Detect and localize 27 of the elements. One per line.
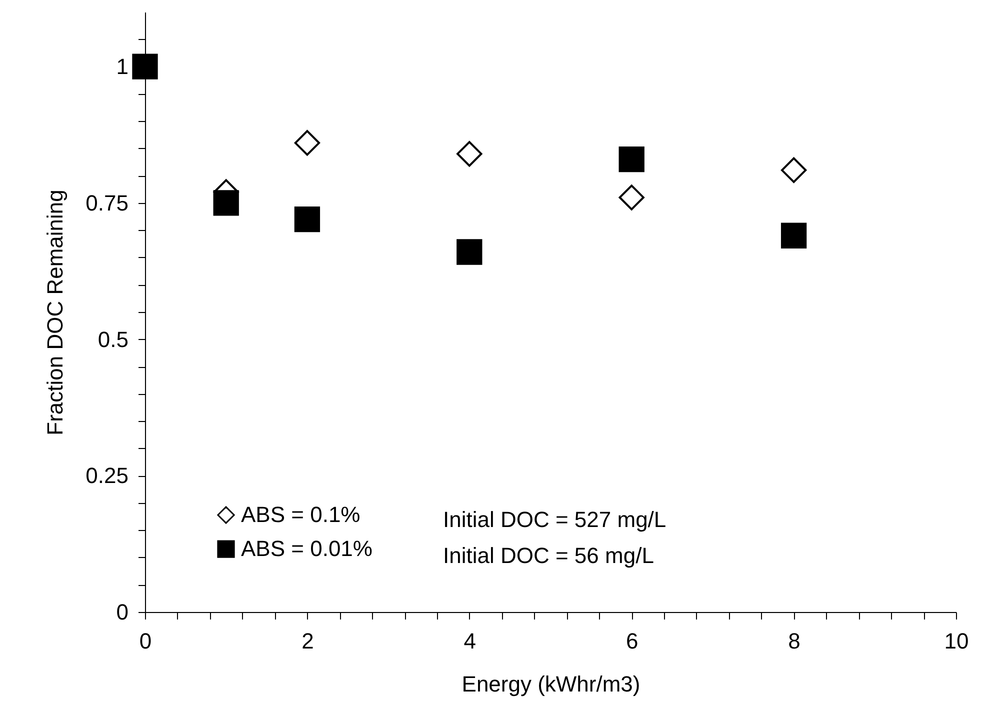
x-tick-label: 6 — [626, 628, 638, 654]
point — [213, 190, 239, 216]
annotation: Initial DOC = 56 mg/L — [443, 543, 654, 568]
y-tick-label: 1 — [116, 54, 128, 80]
x-tick-label: 10 — [944, 628, 969, 654]
annotation: Initial DOC = 527 mg/L — [443, 507, 666, 532]
point — [780, 157, 807, 184]
legend-label: ABS = 0.1% — [241, 502, 360, 527]
y-tick-label: 0.75 — [86, 190, 128, 216]
y-tick-label: 0 — [116, 600, 128, 624]
point — [618, 146, 644, 172]
x-tick-label: 4 — [464, 628, 476, 654]
point — [618, 184, 644, 210]
legend-label: ABS = 0.01% — [241, 536, 372, 561]
x-tick-label: 2 — [302, 628, 314, 654]
y-tick-label: 0.25 — [86, 463, 128, 488]
point — [780, 222, 807, 248]
point — [456, 140, 482, 167]
x-tick-label: 0 — [139, 628, 152, 654]
point — [294, 206, 320, 232]
point — [294, 130, 320, 156]
point — [456, 239, 482, 265]
y-tick-label: 0.5 — [98, 326, 128, 352]
y-axis-title: Fraction DOC Remaining — [42, 190, 68, 436]
x-axis-title: Energy (kWhr/m3) — [462, 672, 640, 696]
point — [132, 54, 158, 80]
x-tick-label: 8 — [788, 628, 800, 654]
